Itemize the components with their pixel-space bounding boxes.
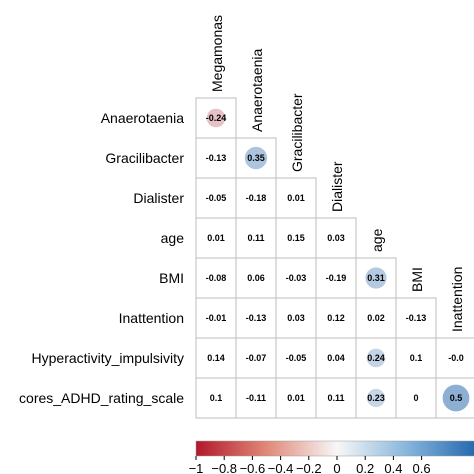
cell-value-label: -0.13: [206, 153, 227, 163]
column-label: age: [369, 228, 385, 252]
cell-cores_ADHD_rating_scale-Dialister: [315, 377, 357, 419]
colorbar-gradient: [195, 440, 474, 457]
colorbar-tick-label: 0: [333, 461, 340, 474]
cell-value-label: 0.04: [327, 353, 345, 363]
column-label: Inattention: [449, 267, 465, 332]
row-label: cores_ADHD_rating_scale: [19, 390, 184, 406]
cell-value-label: 0.5: [450, 393, 463, 403]
column-label: Megamonas: [209, 15, 225, 92]
heatmap-cells: -0.24 -0.13 0.35 -0.05 -0.18 0.01 0.01 0.11 0.15…: [195, 97, 474, 419]
cell-value-label: 0.06: [247, 273, 265, 283]
colorbar-tick-label: 0.4: [384, 461, 402, 474]
cell-circle: [206, 108, 226, 128]
cell-value-label: 0.01: [207, 233, 225, 243]
cell-value-label: -0.05: [286, 353, 307, 363]
colorbar-tick-label: −1: [189, 461, 204, 474]
cell-value-label: 0.1: [410, 353, 423, 363]
cell-BMI-Megamonas: [195, 257, 237, 299]
cell-Hyperactivity_impulsivity-Inattention: [435, 337, 474, 379]
cell-value-label: 0.31: [367, 273, 385, 283]
cell-value-label: -0.05: [206, 193, 227, 203]
cell-cores_ADHD_rating_scale-Anaerotaenia: [235, 377, 277, 419]
column-label: BMI: [409, 267, 425, 292]
cell-value-label: 0.02: [367, 313, 385, 323]
column-label: Gracilibacter: [289, 93, 305, 172]
colorbar-tick-label: −0.2: [296, 461, 322, 474]
row-label: Hyperactivity_impulsivity: [32, 350, 184, 366]
cell-value-label: 0.24: [367, 353, 385, 363]
cell-Dialister-Megamonas: [195, 177, 237, 219]
cell-value-label: -0.0: [448, 353, 464, 363]
cell-Inattention-Megamonas: [195, 297, 237, 339]
cell-Dialister-Gracilibacter: [275, 177, 317, 219]
cell-circle: [365, 267, 387, 289]
row-labels: Anaerotaenia Gracilibacter Dialister age BMI…: [19, 110, 184, 406]
cell-value-label: -0.08: [206, 273, 227, 283]
cell-value-label: 0.1: [210, 393, 223, 403]
cell-value-label: -0.24: [206, 113, 227, 123]
cell-value-label: -0.13: [406, 313, 427, 323]
cell-value-label: 0.14: [207, 353, 225, 363]
column-label: Dialister: [329, 161, 345, 212]
cell-value-label: -0.19: [326, 273, 347, 283]
row-label: Anaerotaenia: [101, 110, 185, 126]
cell-circle: [366, 348, 386, 368]
cell-value-label: 0.01: [287, 193, 305, 203]
cell-value-label: -0.01: [206, 313, 227, 323]
cell-Inattention-BMI: [395, 297, 437, 339]
column-labels: Megamonas Anaerotaenia Gracilibacter Dialis…: [209, 15, 465, 332]
cell-Inattention-Anaerotaenia: [235, 297, 277, 339]
column-label: Anaerotaenia: [249, 48, 265, 132]
cell-value-label: 0.12: [327, 313, 345, 323]
colorbar-tick-label: 0.2: [356, 461, 374, 474]
cell-value-label: 0.23: [367, 393, 385, 403]
cell-value-label: -0.13: [246, 313, 267, 323]
cell-value-label: 0: [413, 393, 418, 403]
cell-Hyperactivity_impulsivity-Dialister: [315, 337, 357, 379]
row-label: age: [161, 230, 185, 246]
colorbar: −1 −0.8 −0.6 −0.4 −0.2 0 0.2 0.4 0.6: [189, 440, 474, 474]
cell-value-label: 0.35: [247, 153, 265, 163]
cell-BMI-Anaerotaenia: [235, 257, 277, 299]
cell-age-Gracilibacter: [275, 217, 317, 259]
cell-value-label: 0.03: [327, 233, 345, 243]
row-label: Inattention: [119, 310, 184, 326]
cell-circle: [244, 146, 268, 170]
row-label: BMI: [159, 270, 184, 286]
cell-value-label: 0.11: [247, 233, 264, 243]
cell-Hyperactivity_impulsivity-Megamonas: [195, 337, 237, 379]
colorbar-tick-label: −0.6: [240, 461, 266, 474]
cell-value-label: 0.11: [327, 393, 344, 403]
cell-Inattention-Gracilibacter: [275, 297, 317, 339]
cell-value-label: -0.11: [246, 393, 266, 403]
cell-Inattention-age: [355, 297, 397, 339]
cell-Inattention-Dialister: [315, 297, 357, 339]
colorbar-tick-label: −0.4: [268, 461, 294, 474]
cell-cores_ADHD_rating_scale-Gracilibacter: [275, 377, 317, 419]
cell-circle: [366, 388, 386, 408]
cell-value-label: 0.01: [287, 393, 305, 403]
cell-circle: [442, 384, 470, 412]
cell-cores_ADHD_rating_scale-Megamonas: [195, 377, 237, 419]
row-label: Dialister: [133, 190, 184, 206]
cell-value-label: 0.03: [287, 313, 305, 323]
cell-value-label: -0.03: [286, 273, 307, 283]
cell-value-label: -0.18: [246, 193, 267, 203]
colorbar-tick-label: −0.8: [211, 461, 237, 474]
cell-value-label: -0.07: [246, 353, 267, 363]
colorbar-tick-label: 0.6: [413, 461, 431, 474]
row-label: Gracilibacter: [105, 150, 184, 166]
cell-value-label: 0.15: [287, 233, 305, 243]
